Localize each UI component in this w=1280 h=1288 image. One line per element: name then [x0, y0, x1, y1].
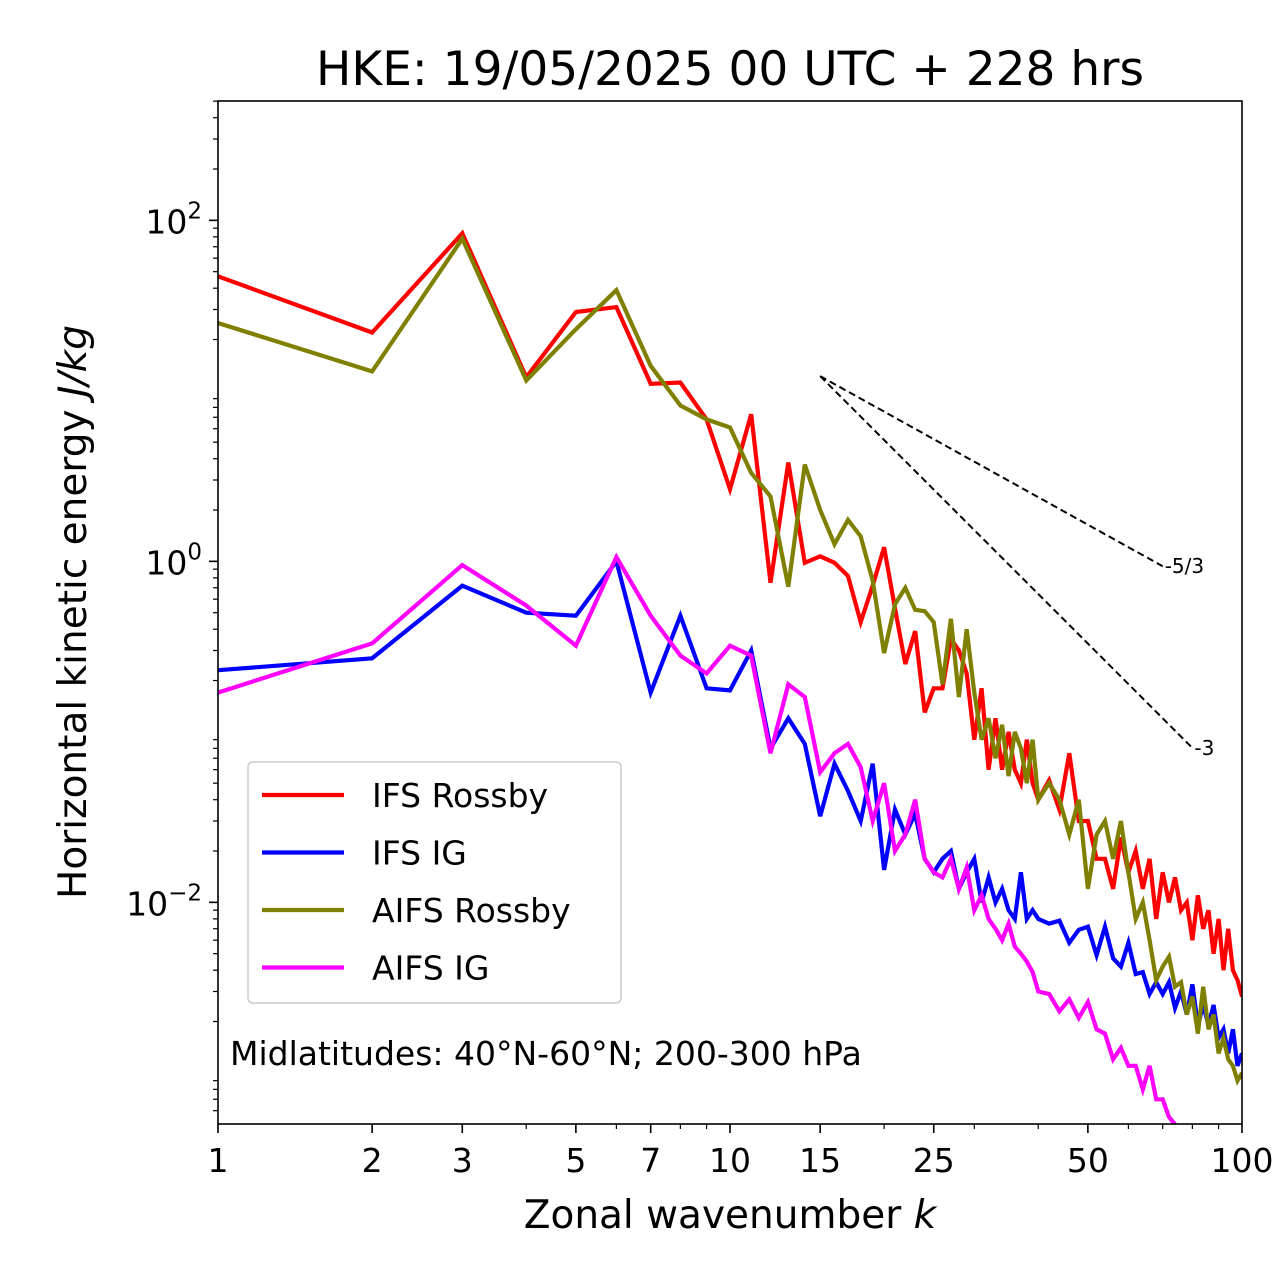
- y-tick-label: 10−2: [126, 880, 202, 923]
- x-axis-label: Zonal wavenumber k: [524, 1193, 938, 1238]
- slope-label-3: -3: [1194, 736, 1214, 760]
- legend: IFS Rossby IFS IG AIFS Rossby AIFS IG: [247, 761, 622, 1004]
- legend-item-aifs-rossby: AIFS Rossby: [262, 891, 571, 930]
- x-tick-label: 3: [452, 1141, 473, 1180]
- x-tick-label: 10: [709, 1141, 751, 1180]
- x-tick-label: 25: [913, 1141, 955, 1180]
- legend-label: IFS Rossby: [372, 776, 548, 815]
- slope-line-3: [819, 375, 1194, 749]
- x-tick-label: 100: [1211, 1141, 1274, 1180]
- x-tick-label: 1: [208, 1141, 229, 1180]
- x-tick-label: 15: [799, 1141, 841, 1180]
- legend-label: AIFS IG: [372, 949, 489, 988]
- slope-label-5-3: -5/3: [1165, 554, 1204, 578]
- legend-item-ifs-rossby: IFS Rossby: [262, 776, 548, 815]
- slope-line-5-3: [819, 375, 1164, 568]
- x-tick-label: 50: [1067, 1141, 1109, 1180]
- legend-label: AIFS Rossby: [372, 891, 571, 930]
- y-tick-label: 100: [145, 539, 202, 582]
- x-tick-label: 2: [362, 1141, 383, 1180]
- y-axis-ticks: 102 100 10−2: [126, 100, 218, 1112]
- x-tick-label: 7: [640, 1141, 661, 1180]
- y-axis-label: Horizontal kinetic energy J/kg: [51, 325, 96, 899]
- legend-item-aifs-ig: AIFS IG: [262, 949, 489, 988]
- legend-item-ifs-ig: IFS IG: [262, 834, 467, 873]
- y-tick-label: 102: [145, 198, 202, 241]
- series-line-aifs-ig: [218, 552, 1177, 1124]
- chart-title: HKE: 19/05/2025 00 UTC + 228 hrs: [316, 42, 1144, 97]
- series-layer: [218, 229, 1242, 1124]
- reference-slopes: -5/3 -3: [819, 375, 1214, 760]
- x-tick-label: 5: [565, 1141, 586, 1180]
- region-annotation: Midlatitudes: 40°N-60°N; 200-300 hPa: [230, 1034, 862, 1073]
- legend-label: IFS IG: [372, 834, 467, 873]
- legend-box: [247, 761, 622, 1004]
- x-axis-ticks: 1 2 3 5 7 10 15 25 50 100: [208, 1124, 1274, 1180]
- series-line-aifs-rossby: [218, 234, 1242, 1086]
